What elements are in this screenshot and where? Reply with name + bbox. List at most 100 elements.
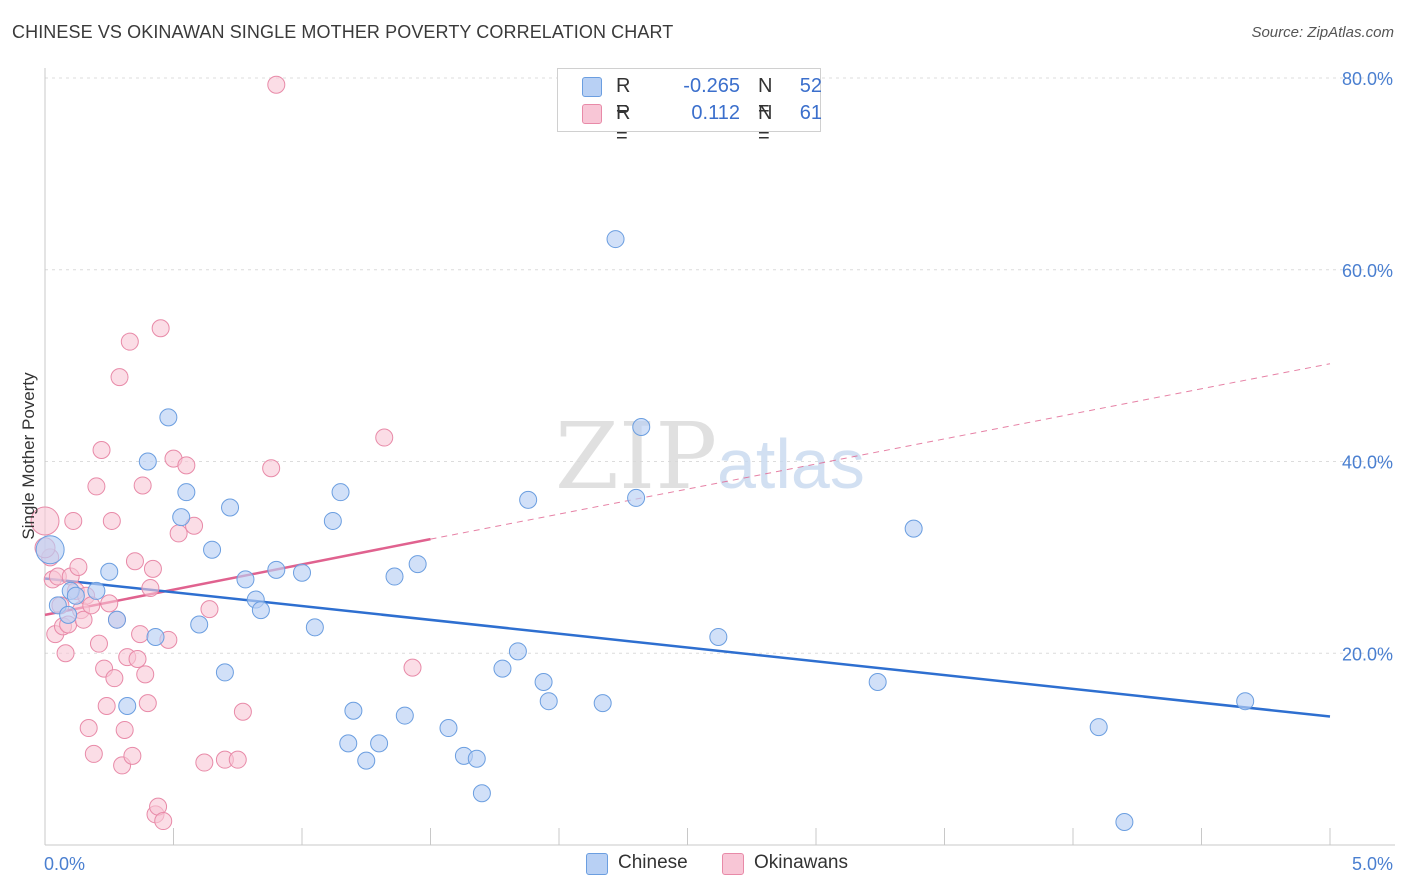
chinese-point — [593, 694, 612, 713]
chinese-point — [172, 508, 191, 527]
okinawan-point — [128, 650, 147, 669]
n-value: 52 — [799, 75, 822, 97]
chinese-point — [493, 659, 512, 678]
axis-layer — [44, 68, 1395, 846]
okinawan-points — [30, 75, 422, 831]
okinawan-point — [120, 332, 139, 351]
chinese-point — [267, 560, 286, 579]
chinese-point — [370, 734, 389, 753]
x-tick-label: 5.0% — [1352, 854, 1393, 874]
okinawan-point — [131, 625, 150, 644]
okinawan-point — [169, 524, 188, 543]
okinawan-point — [87, 477, 106, 496]
okinawan-point — [195, 753, 214, 772]
chinese-point — [868, 673, 887, 692]
chinese-point — [118, 696, 137, 715]
y-tick-label: 60.0% — [1342, 261, 1393, 281]
chinese-point — [100, 562, 119, 581]
n-label: N = — [758, 75, 773, 120]
okinawan-point — [375, 428, 394, 447]
chinese-point — [606, 230, 625, 249]
chinese-point — [357, 751, 376, 770]
okinawan-point — [143, 559, 162, 578]
okinawan-point — [228, 750, 247, 769]
chinese-point — [408, 555, 427, 574]
okinawan-point — [97, 696, 116, 715]
chinese-point — [534, 673, 553, 692]
chinese-point — [1115, 812, 1134, 831]
r-label: R = — [616, 75, 631, 120]
chinese-point — [107, 610, 126, 629]
chinese-point — [519, 490, 538, 509]
okinawan-point — [100, 594, 119, 613]
chinese-swatch — [582, 77, 602, 97]
y-tick-label: 40.0% — [1342, 453, 1393, 473]
okinawan-swatch — [582, 104, 602, 124]
chinese-point — [236, 570, 255, 589]
chinese-point — [203, 540, 222, 559]
chinese-point — [221, 498, 240, 517]
watermark-atlas: atlas — [717, 425, 865, 503]
okinawan-trend-extension — [430, 363, 1331, 540]
chinese-points — [35, 230, 1255, 831]
okinawan-point — [69, 557, 88, 576]
chinese-point — [508, 642, 527, 661]
y-tick-label: 20.0% — [1342, 644, 1393, 664]
chart-title: CHINESE VS OKINAWAN SINGLE MOTHER POVERT… — [12, 22, 674, 42]
okinawan-point — [125, 552, 144, 571]
correlation-legend: R = -0.265 N = 52 R = 0.112 N = 61 — [557, 68, 822, 147]
chinese-point — [323, 511, 342, 530]
okinawan-point — [84, 744, 103, 763]
chinese-point — [293, 563, 311, 582]
chinese-point — [632, 417, 651, 436]
chinese-point — [66, 586, 85, 605]
okinawan-swatch — [722, 853, 744, 875]
okinawan-point — [56, 644, 75, 663]
chinese-point — [146, 627, 165, 646]
chinese-swatch — [586, 853, 608, 875]
r-value: -0.265 — [683, 75, 740, 97]
chinese-point — [709, 627, 728, 646]
n-label: N = — [758, 102, 773, 147]
okinawan-point — [102, 511, 121, 530]
chinese-point — [305, 618, 324, 637]
chinese-point — [331, 483, 350, 502]
source-label: Source: ZipAtlas.com — [1251, 24, 1394, 41]
okinawan-point — [177, 456, 196, 475]
okinawan-point — [403, 658, 422, 677]
okinawan-point — [79, 719, 98, 738]
okinawan-point — [110, 368, 129, 387]
chinese-point — [1236, 692, 1255, 711]
chinese-point — [138, 452, 157, 471]
okinawan-point — [105, 669, 124, 688]
y-axis-title: Single Mother Poverty — [19, 372, 38, 540]
chinese-point — [251, 601, 270, 620]
okinawans-label: Okinawans — [754, 852, 848, 873]
chinese-label: Chinese — [618, 852, 688, 873]
okinawan-point — [154, 812, 173, 831]
chinese-trend-line — [44, 577, 1331, 718]
chinese-point — [904, 519, 923, 538]
r-value: 0.112 — [691, 102, 740, 124]
okinawan-point — [92, 440, 111, 459]
chinese-point — [385, 567, 404, 586]
okinawan-point — [141, 579, 160, 598]
chinese-point — [215, 663, 234, 682]
tick-labels: 20.0% 40.0% 60.0% 80.0% 0.0% 5.0% — [44, 69, 1393, 874]
chinese-point — [439, 719, 458, 738]
okinawan-point — [115, 720, 134, 739]
okinawan-point — [138, 694, 157, 713]
chinese-point — [87, 581, 106, 600]
chinese-point — [539, 692, 558, 711]
okinawan-point — [89, 634, 108, 653]
chinese-point — [472, 784, 491, 803]
r-label: R = — [616, 102, 631, 147]
okinawan-point — [64, 511, 83, 530]
okinawan-point — [30, 506, 60, 536]
chinese-point — [467, 749, 486, 768]
x-tick-label: 0.0% — [44, 854, 85, 874]
okinawan-point — [151, 319, 170, 338]
watermark: ZIP atlas — [555, 403, 865, 510]
okinawan-point — [233, 702, 252, 721]
